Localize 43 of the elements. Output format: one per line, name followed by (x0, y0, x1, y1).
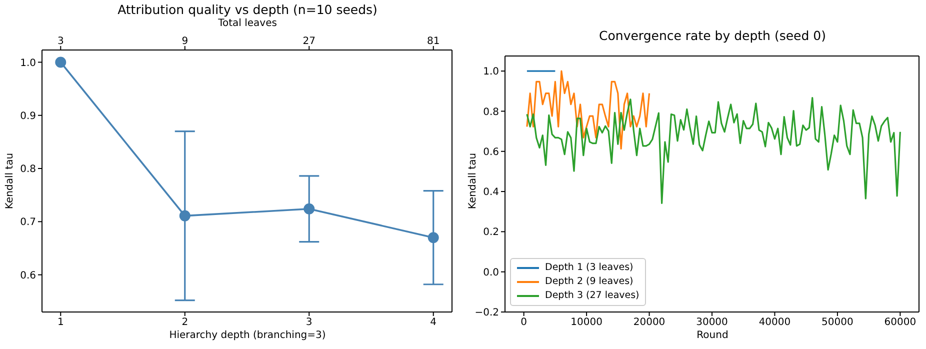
y-tick-label: 0.8 (20, 164, 36, 176)
chart-title: Convergence rate by depth (seed 0) (599, 28, 826, 43)
y-axis-title: Kendall tau (4, 152, 16, 210)
x2-tick-label: 27 (302, 36, 316, 47)
x-tick-label: 50000 (822, 317, 854, 328)
y-tick-label: 0.4 (483, 187, 499, 198)
x-tick-label: 1 (57, 317, 64, 328)
y-tick-label: 0.6 (483, 146, 499, 158)
y-tick-label: 0.7 (20, 217, 36, 228)
chart-title: Attribution quality vs depth (n=10 seeds) (118, 2, 378, 17)
y-tick-label: 1.0 (483, 66, 499, 78)
line-series (526, 96, 901, 204)
legend-label: Depth 1 (3 leaves) (545, 261, 634, 275)
y-tick-label: 0.6 (20, 270, 36, 282)
x2-tick-label: 9 (182, 36, 188, 47)
y-tick-label: 1.0 (20, 58, 36, 69)
y-tick-label: −0.2 (474, 308, 499, 319)
x-tick-label: 20000 (633, 317, 666, 328)
point (179, 210, 190, 222)
x2-tick-label: 81 (427, 36, 440, 47)
x-tick-label: 0 (520, 317, 528, 328)
y-tick-label: 0.8 (483, 106, 499, 118)
x-axis-title: Round (696, 330, 728, 341)
x-tick-label: 60000 (884, 317, 916, 328)
point (428, 232, 439, 244)
point (304, 203, 315, 214)
x-tick-label: 3 (306, 317, 312, 328)
x-tick-label: 30000 (696, 317, 728, 328)
x2-tick-label: 3 (57, 36, 64, 47)
y-tick-label: 0.0 (483, 267, 499, 278)
x-tick-label: 10000 (570, 317, 602, 328)
legend-label: Depth 3 (27 leaves) (545, 289, 640, 303)
line-series (526, 70, 650, 150)
y-tick-label: 0.2 (483, 227, 499, 238)
x-tick-label: 4 (430, 317, 437, 328)
x-tick-label: 2 (182, 317, 188, 328)
point (55, 56, 66, 68)
y-axis-title: Kendall tau (468, 152, 478, 210)
legend-label: Depth 2 (9 leaves) (545, 275, 634, 289)
x-axis-title: Hierarchy depth (branching=3) (169, 330, 326, 341)
y-tick-label: 0.9 (20, 110, 36, 122)
x-tick-label: 40000 (758, 317, 791, 328)
x2-axis-title: Total leaves (218, 18, 277, 29)
